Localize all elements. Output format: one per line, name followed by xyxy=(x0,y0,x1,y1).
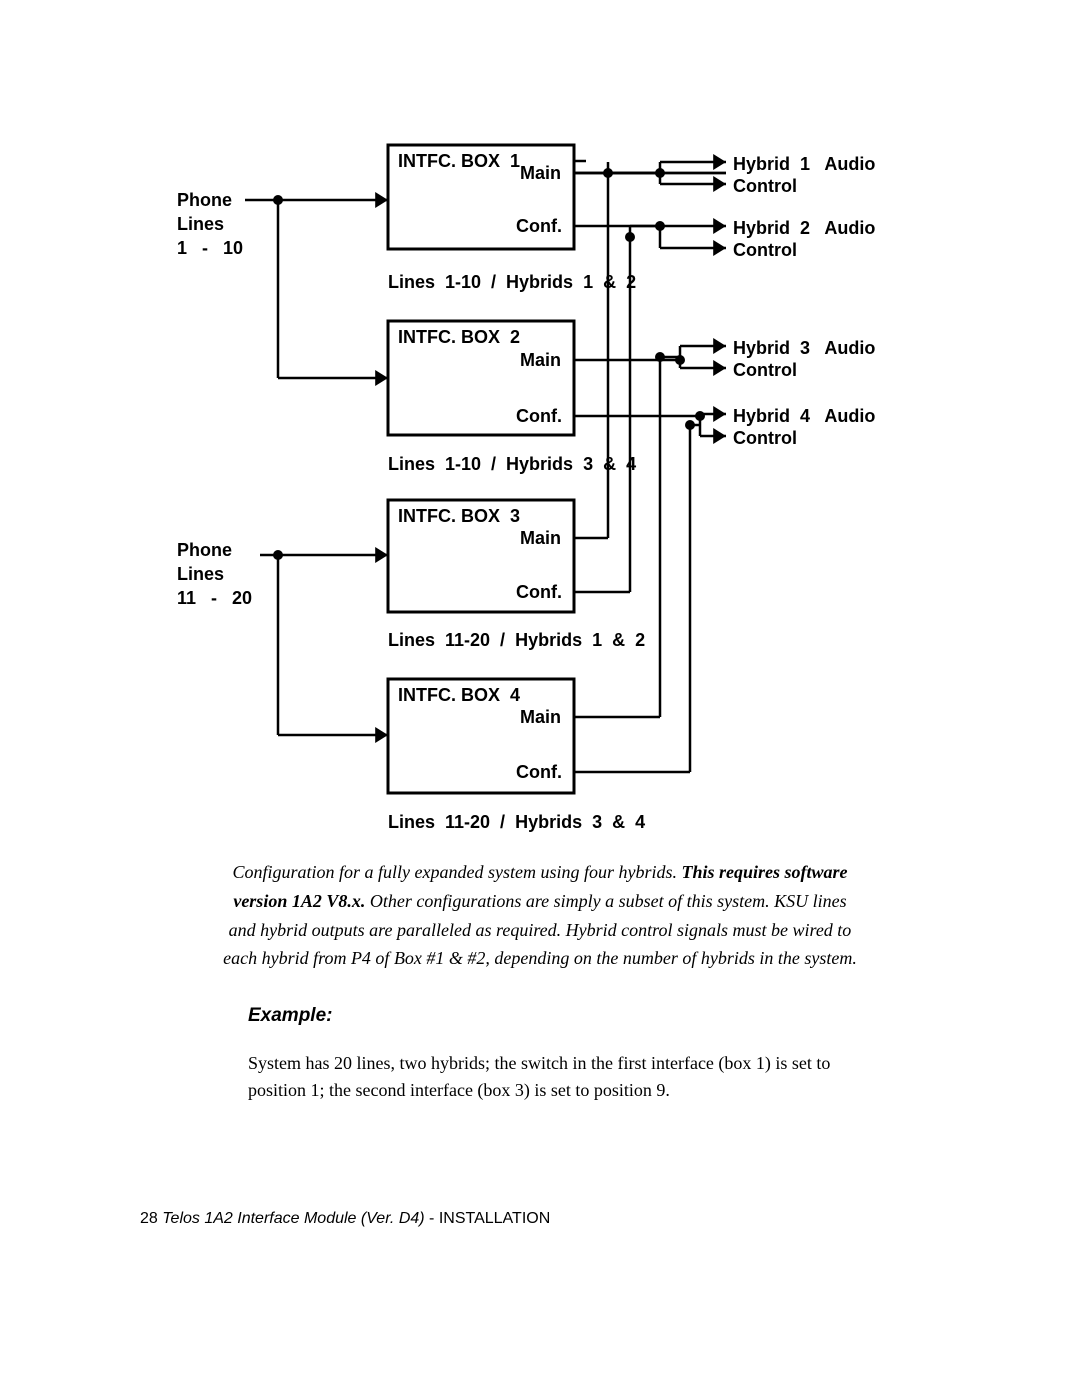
text-label: Conf. xyxy=(516,216,562,237)
text-label: INTFC. BOX 2 xyxy=(398,327,520,348)
text-label: Lines 1-10 / Hybrids 1 & 2 xyxy=(388,272,636,293)
text-label: INTFC. BOX 1 xyxy=(398,151,520,172)
text-label: Phone xyxy=(177,540,232,561)
text-label: Phone xyxy=(177,190,232,211)
wiring-diagram xyxy=(0,0,1080,1397)
figure-caption: Configuration for a fully expanded syste… xyxy=(218,858,862,973)
text-label: Main xyxy=(520,528,561,549)
text-label: INTFC. BOX 4 xyxy=(398,685,520,706)
text-label: Hybrid 3 Audio xyxy=(733,338,875,359)
text-label: 11 - 20 xyxy=(177,588,252,609)
text-label: Control xyxy=(733,428,797,449)
text-label: Lines 11-20 / Hybrids 1 & 2 xyxy=(388,630,645,651)
text-label: 1 - 10 xyxy=(177,238,243,259)
text-label: Lines 11-20 / Hybrids 3 & 4 xyxy=(388,812,645,833)
text-label: Hybrid 1 Audio xyxy=(733,154,875,175)
example-heading: Example: xyxy=(248,1005,332,1027)
text-label: Control xyxy=(733,360,797,381)
page-footer: 28 Telos 1A2 Interface Module (Ver. D4) … xyxy=(140,1210,550,1228)
text-label: Control xyxy=(733,176,797,197)
example-body: System has 20 lines, two hybrids; the sw… xyxy=(248,1050,848,1104)
text-label: Main xyxy=(520,350,561,371)
text-label: Lines 1-10 / Hybrids 3 & 4 xyxy=(388,454,636,475)
text-label: Main xyxy=(520,163,561,184)
text-label: Control xyxy=(733,240,797,261)
text-label: INTFC. BOX 3 xyxy=(398,506,520,527)
text-label: Lines xyxy=(177,564,224,585)
text-label: Hybrid 4 Audio xyxy=(733,406,875,427)
text-label: Lines xyxy=(177,214,224,235)
text-label: Main xyxy=(520,707,561,728)
text-label: Conf. xyxy=(516,762,562,783)
text-label: Hybrid 2 Audio xyxy=(733,218,875,239)
text-label: Conf. xyxy=(516,582,562,603)
diagram-container xyxy=(0,0,1080,1397)
text-label: Conf. xyxy=(516,406,562,427)
